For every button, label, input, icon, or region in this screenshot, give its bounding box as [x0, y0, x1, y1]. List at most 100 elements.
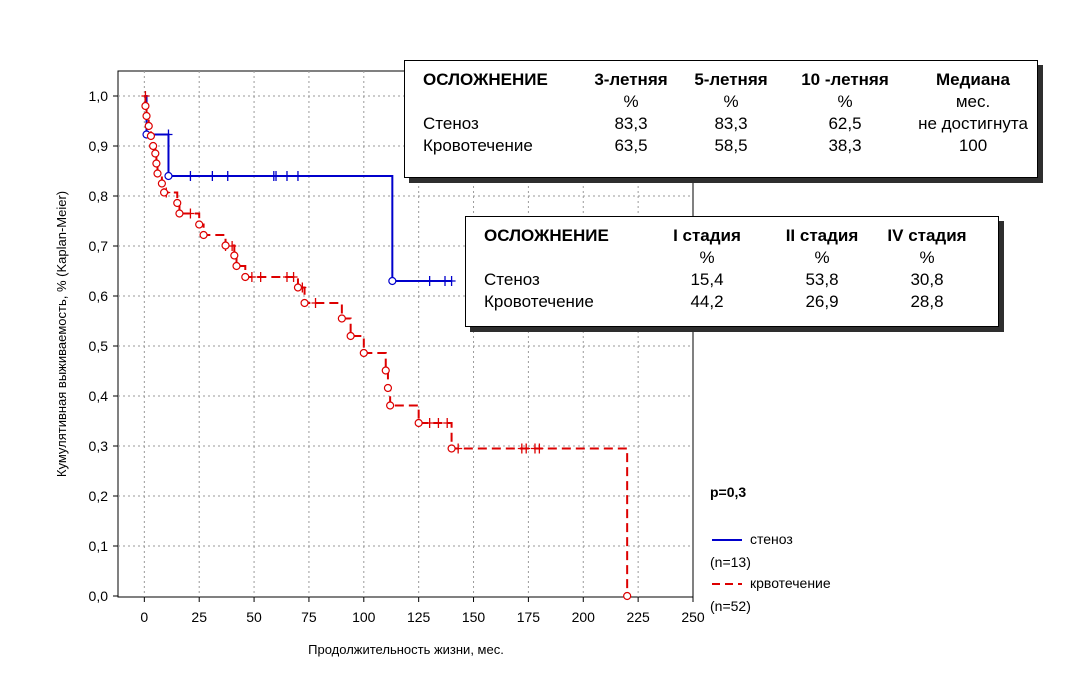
- censored-mark: [522, 443, 531, 454]
- legend-count: (n=52): [710, 598, 751, 614]
- table-cell: 44,2: [690, 292, 724, 311]
- subheader-cell: [484, 247, 642, 269]
- table-cell: 53,8: [805, 270, 839, 289]
- subheader-cell: %: [723, 92, 739, 111]
- censored-mark: [293, 171, 302, 181]
- event-point: [164, 171, 173, 181]
- row-label: Стеноз: [423, 114, 479, 133]
- legend-label: стеноз: [750, 531, 793, 547]
- event-point: [346, 331, 355, 341]
- legend-swatch-dashed-line: [712, 583, 742, 585]
- x-tick-label: 50: [246, 609, 262, 625]
- event-point: [195, 220, 204, 229]
- censored-mark: [443, 418, 452, 428]
- x-tick-label: 125: [407, 609, 431, 625]
- x-tick-label: 75: [301, 609, 317, 625]
- event-point: [300, 298, 309, 308]
- header-cell: I стадия: [673, 226, 741, 245]
- censored-mark: [447, 276, 456, 286]
- censored-mark: [186, 208, 195, 219]
- x-tick-label: 225: [626, 609, 650, 625]
- censored-mark: [289, 272, 298, 282]
- survival-rate-table: ОСЛОЖНЕНИЕ 3-летняя 5-летняя 10 -летняя …: [404, 60, 1038, 178]
- table-cell: 83,3: [614, 114, 648, 133]
- censored-mark: [164, 129, 173, 140]
- x-tick-label: 200: [572, 609, 596, 625]
- table-cell: 15,4: [690, 270, 724, 289]
- survival-rate-grid: ОСЛОЖНЕНИЕ 3-летняя 5-летняя 10 -летняя …: [423, 69, 1037, 157]
- series-layer: [141, 91, 632, 601]
- table-cell: 83,3: [714, 114, 748, 133]
- table-subheader-row: % % % мес.: [423, 91, 1037, 113]
- x-tick-label: 175: [517, 609, 541, 625]
- y-tick-label: 0,0: [89, 588, 109, 604]
- event-point: [623, 591, 632, 601]
- event-point: [142, 111, 151, 121]
- event-point: [241, 272, 250, 282]
- legend-label: крвотечение: [750, 575, 831, 591]
- subheader-cell: %: [623, 92, 639, 111]
- y-tick-label: 0,5: [89, 338, 109, 354]
- y-axis-ticks: 0,0 0,1 0,2 0,3 0,4 0,5 0,6 0,7 0,8 0,9 1,0: [89, 88, 118, 604]
- y-tick-label: 0,8: [89, 188, 109, 204]
- event-point: [386, 401, 395, 410]
- event-point: [383, 383, 393, 393]
- subheader-cell: %: [837, 92, 853, 111]
- table-header-row: ОСЛОЖНЕНИЕ 3-летняя 5-летняя 10 -летняя …: [423, 69, 1037, 91]
- stage-distribution-table: ОСЛОЖНЕНИЕ I стадия II стадия IV стадия …: [465, 216, 999, 327]
- event-point: [221, 241, 230, 250]
- censored-mark: [311, 298, 320, 308]
- header-cell: II стадия: [785, 226, 859, 245]
- event-point: [230, 251, 239, 260]
- subheader-cell: %: [699, 248, 715, 267]
- event-point: [153, 169, 162, 178]
- y-tick-label: 1,0: [89, 88, 109, 104]
- table-cell: 38,3: [828, 136, 862, 155]
- table-cell: 100: [958, 136, 988, 155]
- table-row: Кровотечение 63,5 58,5 38,3 100: [423, 135, 1037, 157]
- censored-mark: [535, 443, 544, 454]
- subheader-cell: %: [919, 248, 935, 267]
- event-point: [159, 188, 169, 197]
- table-row: Стеноз 83,3 83,3 62,5 не достигнута: [423, 113, 1037, 135]
- y-tick-label: 0,9: [89, 138, 109, 154]
- event-point: [381, 366, 390, 375]
- table-header-row: ОСЛОЖНЕНИЕ I стадия II стадия IV стадия: [484, 225, 982, 247]
- stage-distribution-grid: ОСЛОЖНЕНИЕ I стадия II стадия IV стадия …: [484, 225, 982, 313]
- event-point: [293, 283, 303, 292]
- subheader-cell: мес.: [955, 92, 991, 111]
- event-point: [146, 131, 156, 141]
- x-tick-label: 25: [191, 609, 207, 625]
- table-cell: 30,8: [910, 270, 944, 289]
- event-point: [173, 198, 182, 208]
- event-point: [199, 230, 208, 240]
- event-point: [414, 418, 423, 428]
- header-cell: ОСЛОЖНЕНИЕ: [484, 226, 609, 245]
- table-row: Стеноз 15,4 53,8 30,8: [484, 269, 982, 291]
- censored-mark: [272, 171, 281, 181]
- event-point: [359, 348, 368, 358]
- table-subheader-row: % % %: [484, 247, 982, 269]
- event-point: [141, 101, 150, 111]
- censored-mark: [223, 171, 232, 181]
- row-label: Кровотечение: [484, 292, 594, 311]
- event-point: [157, 179, 166, 188]
- event-point: [388, 276, 397, 286]
- censored-mark: [256, 272, 265, 282]
- p-value: p=0,3: [710, 484, 747, 500]
- x-tick-label: 250: [681, 609, 705, 625]
- event-point: [447, 444, 456, 453]
- event-point: [337, 314, 346, 323]
- event-point: [149, 141, 158, 151]
- x-tick-label: 150: [462, 609, 486, 625]
- header-cell: 3-летняя: [594, 70, 668, 89]
- censored-mark: [425, 418, 434, 428]
- censored-mark: [208, 171, 217, 181]
- header-cell: 5-летняя: [694, 70, 768, 89]
- y-tick-label: 0,1: [89, 538, 109, 554]
- y-tick-label: 0,4: [89, 388, 109, 404]
- y-axis-title: Кумулятивная выживаемость, % (Kaplan-Mei…: [54, 191, 69, 477]
- x-tick-label: 0: [140, 609, 148, 625]
- row-label: Стеноз: [484, 270, 540, 289]
- y-tick-label: 0,3: [89, 438, 109, 454]
